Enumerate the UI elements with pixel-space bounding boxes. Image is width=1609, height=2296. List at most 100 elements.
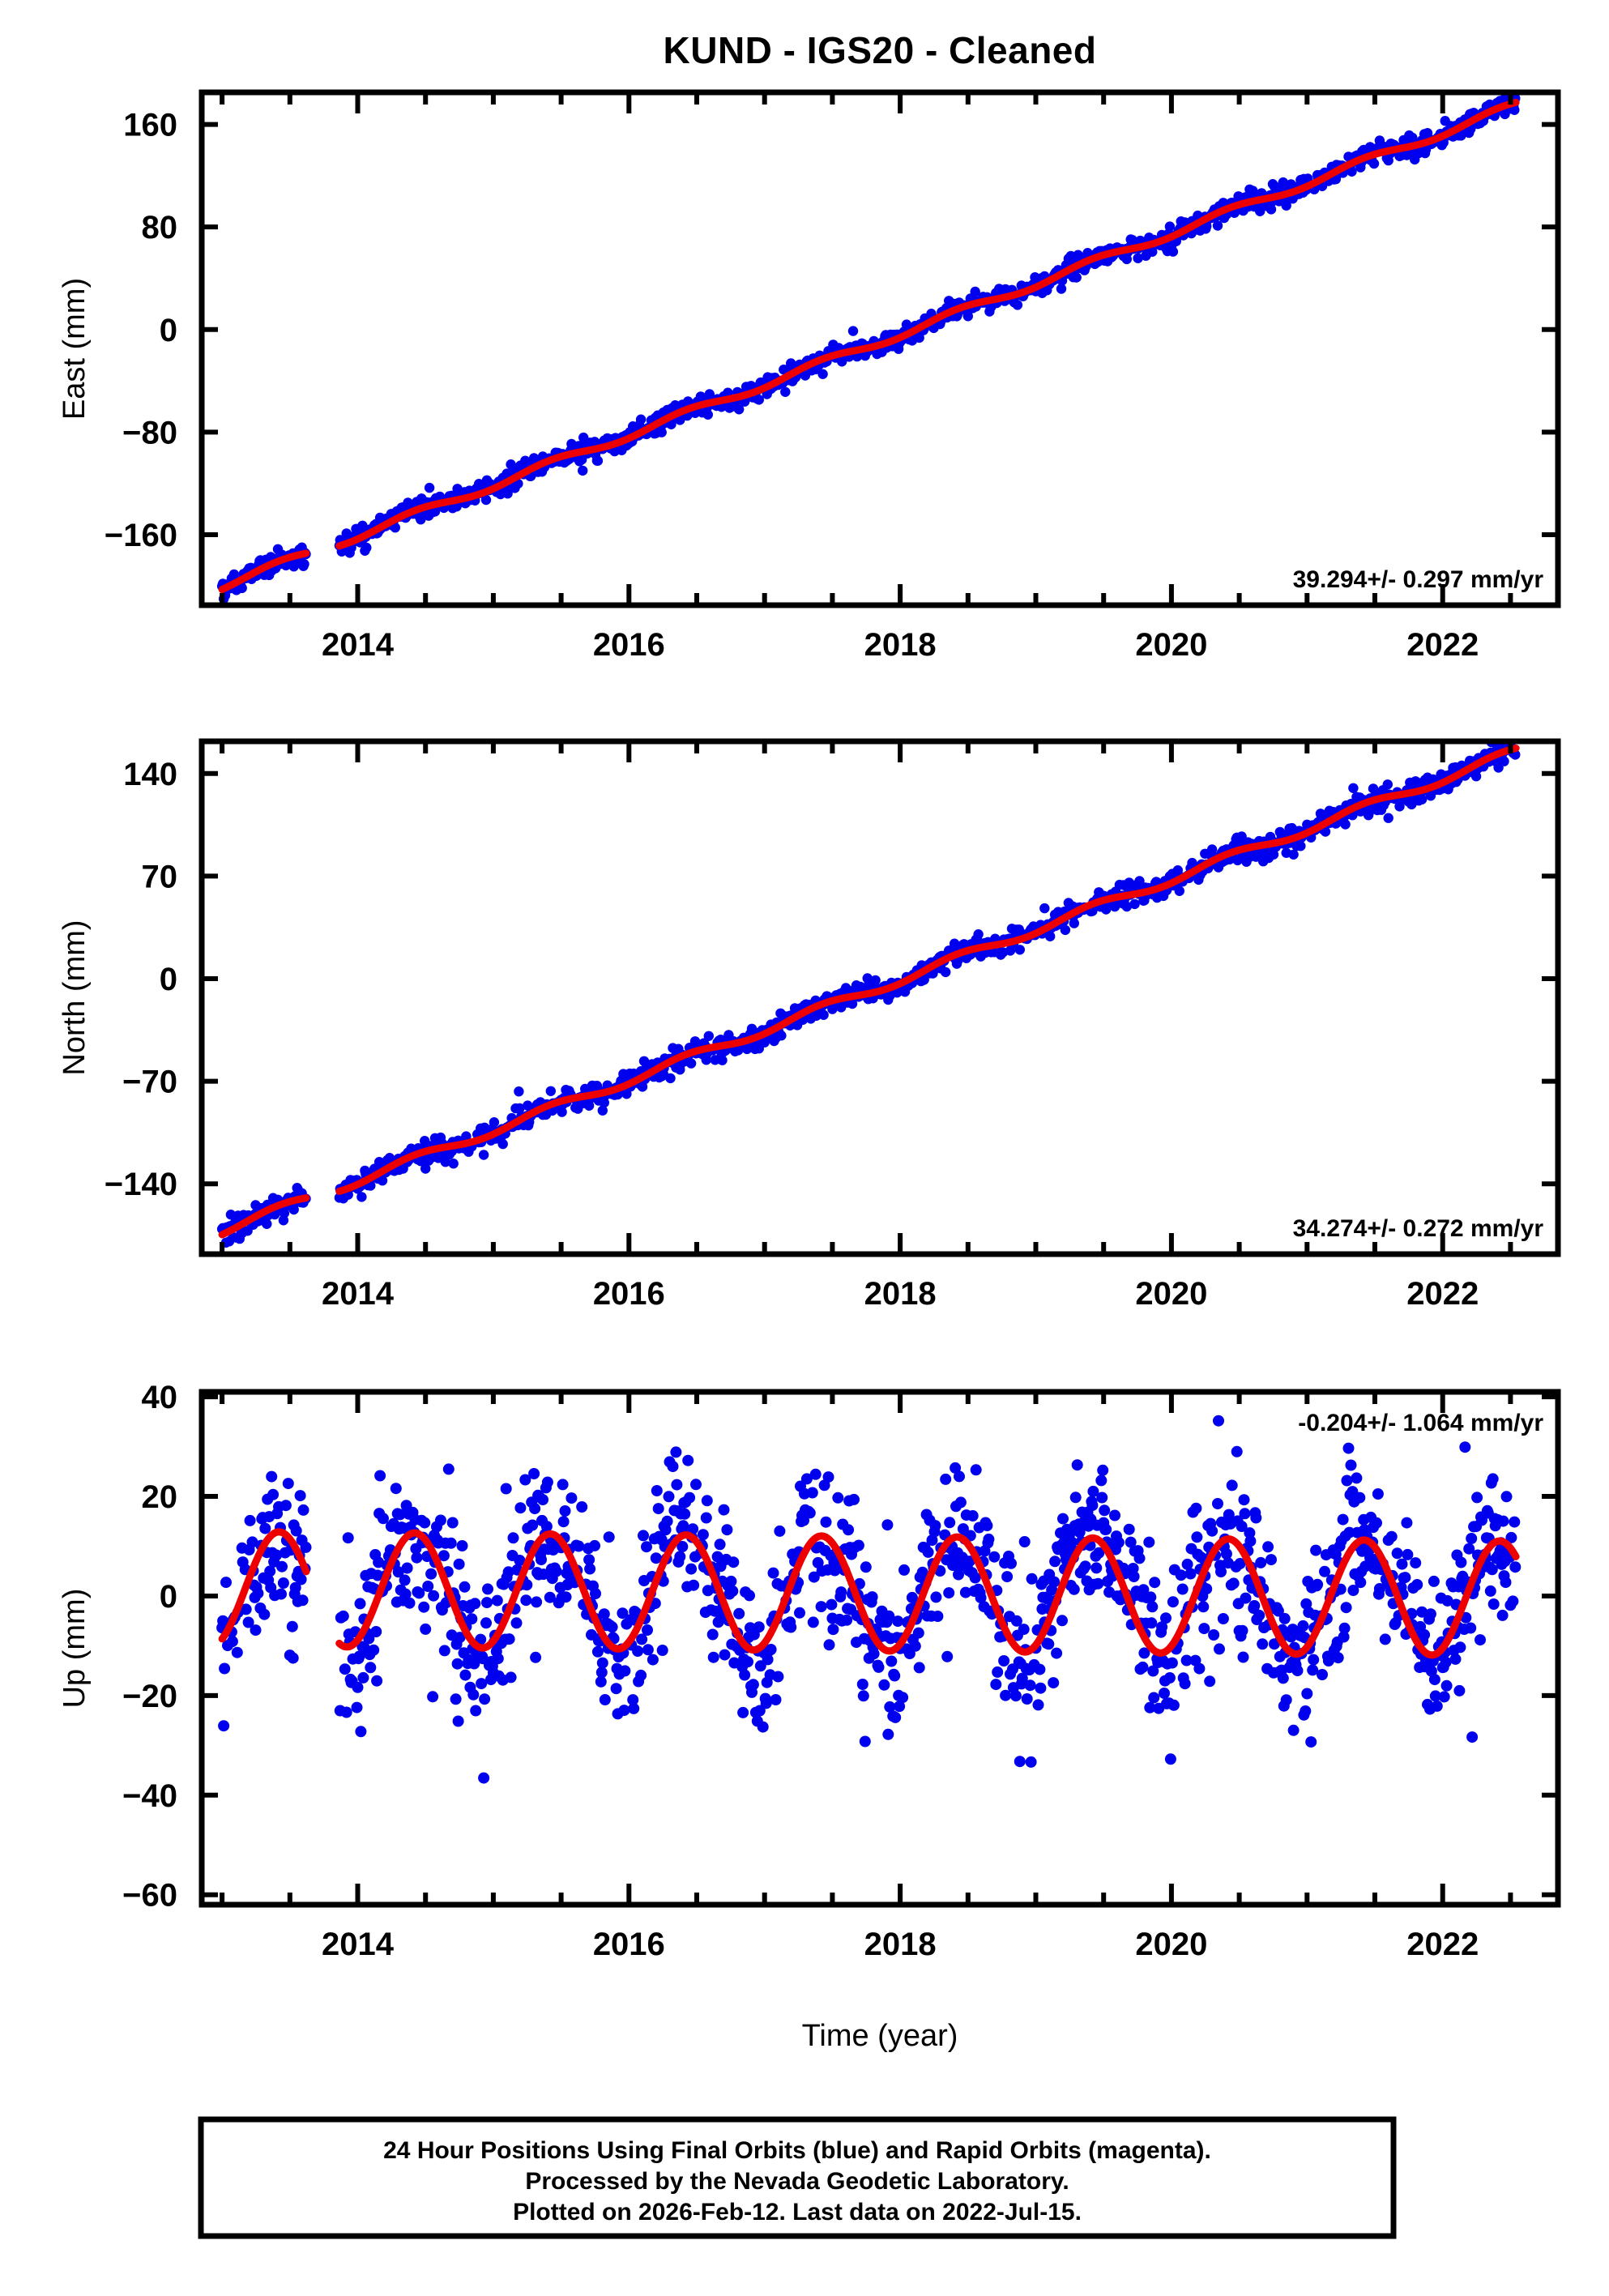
data-point (1348, 783, 1359, 793)
data-point (502, 489, 513, 499)
data-point (772, 1671, 784, 1683)
data-point (590, 1588, 601, 1599)
data-point (469, 1598, 481, 1610)
data-point (1509, 1561, 1522, 1573)
y-tick-label: 40 (142, 1380, 178, 1415)
data-point (1176, 1583, 1189, 1595)
data-point (753, 395, 764, 405)
data-point (1021, 1693, 1033, 1705)
data-point (661, 1515, 673, 1527)
data-point (290, 1525, 302, 1537)
data-point (299, 559, 309, 570)
y-tick-label: 140 (123, 757, 177, 792)
data-point (1014, 945, 1026, 955)
data-point (757, 1721, 769, 1733)
caption-line-3: Plotted on 2026-Feb-12. Last data on 202… (513, 2199, 1082, 2226)
data-point (507, 1532, 519, 1544)
data-point (1265, 1554, 1277, 1566)
y-tick-label: −140 (105, 1167, 177, 1202)
data-point (361, 542, 372, 553)
data-point (823, 1639, 835, 1651)
data-point (1471, 1492, 1483, 1504)
data-point (340, 1706, 352, 1718)
data-point (706, 1628, 719, 1641)
data-point (450, 1693, 462, 1705)
data-point (440, 1157, 450, 1167)
data-point (635, 414, 647, 425)
data-point (1466, 1533, 1478, 1544)
data-point (596, 1657, 608, 1669)
data-point (1340, 819, 1351, 830)
data-point (967, 1510, 979, 1521)
data-point (714, 1538, 726, 1551)
data-point (1001, 1571, 1014, 1583)
data-point (1499, 756, 1509, 766)
data-point (531, 1596, 543, 1608)
data-point (461, 1131, 472, 1142)
data-point (1129, 898, 1140, 910)
data-point (1338, 1622, 1351, 1634)
data-point (1236, 1624, 1248, 1637)
data-point (1056, 284, 1067, 294)
data-point (599, 1694, 611, 1705)
data-point (1163, 1672, 1176, 1684)
data-point (1399, 1572, 1411, 1584)
data-point (682, 1454, 694, 1466)
data-point (1487, 1598, 1500, 1610)
data-point (856, 1679, 869, 1690)
data-point (1438, 1691, 1450, 1703)
data-point (1287, 1724, 1300, 1736)
data-point (1300, 1705, 1312, 1717)
data-point (1419, 1628, 1431, 1641)
x-tick-label: 2016 (593, 627, 665, 663)
data-point (857, 1690, 869, 1702)
data-point (1466, 1731, 1479, 1743)
data-point (1045, 931, 1056, 942)
data-point (565, 1492, 578, 1504)
data-point (365, 1662, 377, 1674)
data-point (1069, 918, 1080, 928)
data-point (1018, 1536, 1031, 1547)
data-point (288, 1204, 299, 1215)
data-point (981, 1520, 993, 1532)
data-point (1133, 1552, 1146, 1564)
data-point (492, 1653, 504, 1665)
data-point (970, 1464, 982, 1476)
data-point (941, 1650, 954, 1662)
data-point (497, 1138, 508, 1150)
data-point (500, 1483, 512, 1495)
data-point (453, 1558, 465, 1570)
data-point (413, 1587, 425, 1599)
data-point (914, 332, 924, 344)
data-point (1248, 1600, 1261, 1611)
x-tick-label: 2018 (864, 627, 937, 663)
data-point (944, 1517, 956, 1529)
data-point (1410, 1557, 1422, 1569)
data-point (1212, 220, 1223, 231)
data-point (1048, 1677, 1060, 1689)
data-point (427, 1691, 439, 1703)
data-point (1025, 1756, 1037, 1768)
data-point (297, 1504, 309, 1516)
y-tick-label: 80 (142, 210, 178, 245)
data-point (1112, 1536, 1125, 1548)
data-point (671, 1479, 683, 1491)
data-point (628, 1702, 640, 1714)
axes-frame (198, 89, 1561, 608)
data-point (452, 1715, 464, 1727)
data-point (848, 1493, 860, 1505)
data-point (1354, 1492, 1366, 1504)
data-point (843, 1524, 855, 1536)
data-point (1097, 1464, 1109, 1476)
data-point (1240, 1592, 1252, 1604)
data-point (277, 1577, 289, 1589)
data-point (1347, 166, 1357, 177)
data-point (1281, 200, 1291, 211)
data-point (597, 1105, 608, 1116)
data-point (220, 1577, 232, 1589)
data-point (832, 1492, 844, 1504)
data-point (1268, 849, 1279, 860)
rate-annotation-up: -0.204+/- 1.064 mm/yr (1298, 1410, 1543, 1436)
data-point (478, 1150, 489, 1160)
data-point (228, 569, 240, 580)
